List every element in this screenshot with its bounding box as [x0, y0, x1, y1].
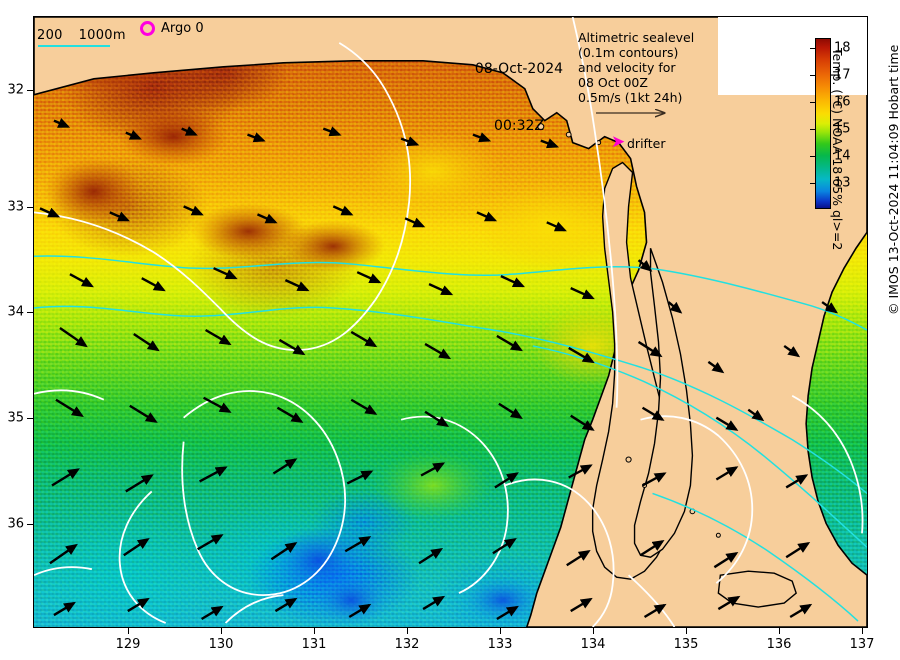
y-axis-tick — [27, 207, 33, 208]
colorbar-tick — [810, 129, 815, 130]
drifter-legend-label: drifter — [627, 136, 666, 151]
x-axis-label: 131 — [301, 637, 327, 652]
observation-timestamp: 08-Oct-2024 00:32Z — [424, 22, 614, 174]
x-axis-tick — [314, 628, 315, 634]
bathymetry-legend-line — [38, 45, 110, 47]
colorbar-tick — [810, 48, 815, 49]
y-axis-label: 36 — [7, 516, 24, 532]
map-plot-area[interactable] — [33, 16, 868, 628]
colorbar-label: 13 — [834, 175, 851, 191]
annotation-line-1: Altimetric sealevel — [578, 30, 695, 45]
x-axis-tick — [593, 628, 594, 634]
annotation-white-panel-top — [718, 17, 867, 95]
argo-legend-label: Argo 0 — [161, 21, 204, 36]
colorbar-label: 16 — [834, 94, 851, 110]
velocity-scale-arrow — [596, 104, 674, 124]
x-axis-label: 136 — [766, 637, 792, 652]
colorbar-label: 17 — [834, 67, 851, 83]
annotation-line-3: and velocity for — [578, 60, 676, 75]
y-axis-label: 32 — [7, 82, 24, 98]
x-axis-label: 130 — [208, 637, 234, 652]
bathymetry-contours — [34, 255, 867, 622]
x-axis-tick — [779, 628, 780, 634]
y-axis-tick — [27, 90, 33, 91]
x-axis-label: 135 — [673, 637, 699, 652]
x-axis-label: 133 — [487, 637, 513, 652]
x-axis-tick — [128, 628, 129, 634]
x-axis-tick — [221, 628, 222, 634]
depth-shallow-label: 200 — [37, 28, 63, 43]
imos-credit-text: © IMOS 13-Oct-2024 11:04:09 Hobart time — [886, 44, 900, 315]
x-axis-label: 134 — [580, 637, 606, 652]
argo-float-marker-icon — [140, 21, 155, 36]
x-axis-label: 137 — [849, 637, 875, 652]
x-axis-tick — [686, 628, 687, 634]
colorbar-tick — [810, 102, 815, 103]
y-axis-label: 34 — [7, 304, 24, 320]
colorbar-label: 15 — [834, 121, 851, 137]
colorbar-label: 18 — [834, 40, 851, 56]
colorbar-tick — [810, 156, 815, 157]
annotation-line-4: 08 Oct 00Z — [578, 75, 648, 90]
observation-time: 00:32Z — [494, 118, 544, 134]
x-axis-tick — [862, 628, 863, 634]
x-axis-tick — [500, 628, 501, 634]
drifter-marker-icon: ➤ — [611, 132, 626, 152]
y-axis-label: 33 — [7, 199, 24, 215]
colorbar-tick — [810, 183, 815, 184]
annotation-line-5: 0.5m/s (1kt 24h) — [578, 90, 683, 105]
y-axis-label: 35 — [7, 410, 24, 426]
depth-deep-label: 1000m — [78, 28, 126, 43]
observation-date: 08-Oct-2024 — [474, 61, 564, 77]
x-axis-label: 132 — [394, 637, 420, 652]
colorbar-tick — [810, 75, 815, 76]
bathymetry-depth-legend: 200 1000m — [37, 28, 126, 43]
x-axis-label: 129 — [115, 637, 141, 652]
temperature-colorbar — [815, 38, 831, 209]
y-axis-tick — [27, 524, 33, 525]
y-axis-tick — [27, 418, 33, 419]
annotation-line-2: (0.1m contours) — [578, 45, 679, 60]
velocity-vectors — [39, 118, 839, 621]
x-axis-tick — [407, 628, 408, 634]
colorbar-label: 14 — [834, 148, 851, 164]
y-axis-tick — [27, 312, 33, 313]
